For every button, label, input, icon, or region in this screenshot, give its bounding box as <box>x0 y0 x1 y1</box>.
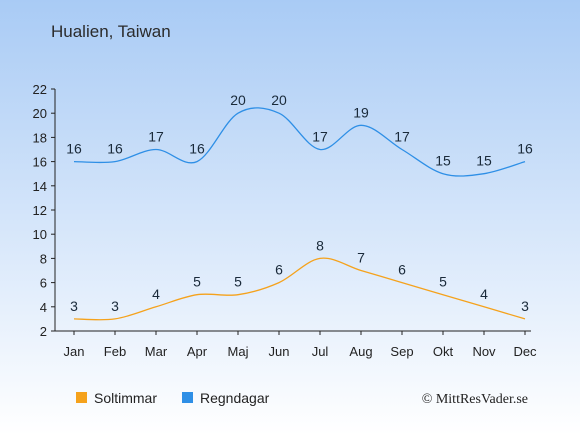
data-label-regndagar: 15 <box>435 153 451 169</box>
y-tick-label: 18 <box>33 130 47 145</box>
x-tick-label: Nov <box>472 344 496 359</box>
credit-text: © MittResVader.se <box>422 392 528 407</box>
y-tick-label: 12 <box>33 203 47 218</box>
data-label-regndagar: 17 <box>394 129 410 145</box>
y-tick-label: 8 <box>40 251 47 266</box>
data-label-soltimmar: 7 <box>357 250 365 266</box>
data-label-soltimmar: 6 <box>398 262 406 278</box>
data-label-soltimmar: 5 <box>439 274 447 290</box>
data-label-soltimmar: 5 <box>193 274 201 290</box>
data-label-regndagar: 17 <box>148 129 164 145</box>
data-label-soltimmar: 8 <box>316 237 324 253</box>
legend: Soltimmar Regndagar <box>76 390 270 406</box>
data-label-regndagar: 20 <box>230 92 246 108</box>
x-tick-label: Jun <box>269 344 290 359</box>
data-label-regndagar: 19 <box>353 104 369 120</box>
x-tick-label: Sep <box>390 344 413 359</box>
x-tick-label: Apr <box>187 344 208 359</box>
x-tick-label: Aug <box>349 344 372 359</box>
data-label-soltimmar: 3 <box>111 298 119 314</box>
series-line-regndagar <box>73 107 526 177</box>
data-label-regndagar: 15 <box>476 153 492 169</box>
data-label-soltimmar: 3 <box>70 298 78 314</box>
series-line-soltimmar <box>73 257 526 321</box>
y-tick-label: 10 <box>33 227 47 242</box>
data-label-regndagar: 16 <box>517 141 533 157</box>
data-label-regndagar: 16 <box>189 141 205 157</box>
legend-label-soltimmar: Soltimmar <box>94 390 157 406</box>
data-label-soltimmar: 3 <box>521 298 529 314</box>
x-tick-label: Jan <box>64 344 85 359</box>
x-tick-label: Feb <box>104 344 126 359</box>
data-label-regndagar: 16 <box>107 141 123 157</box>
x-tick-label: Jul <box>312 344 329 359</box>
x-axis-ticks: Jan Feb Mar Apr Maj Jun Jul Aug Sep Okt Nov Dec <box>64 331 537 359</box>
y-tick-label: 2 <box>40 324 47 339</box>
data-label-soltimmar: 6 <box>275 262 283 278</box>
legend-swatch-regndagar <box>182 392 193 403</box>
y-axis-ticks: 2 4 6 8 10 12 14 16 18 20 22 <box>33 82 55 339</box>
data-label-soltimmar: 5 <box>234 274 242 290</box>
data-label-regndagar: 17 <box>312 129 328 145</box>
x-tick-label: Maj <box>228 344 249 359</box>
y-tick-label: 22 <box>33 82 47 97</box>
y-tick-label: 6 <box>40 276 47 291</box>
x-tick-label: Dec <box>513 344 537 359</box>
data-label-soltimmar: 4 <box>152 286 160 302</box>
y-tick-label: 4 <box>40 300 47 315</box>
data-label-regndagar: 20 <box>271 92 287 108</box>
series-lines <box>73 107 526 321</box>
chart-title: Hualien, Taiwan <box>51 22 171 41</box>
y-tick-label: 16 <box>33 155 47 170</box>
y-tick-label: 14 <box>33 179 47 194</box>
legend-label-regndagar: Regndagar <box>200 390 270 406</box>
data-label-soltimmar: 4 <box>480 286 488 302</box>
data-labels: 3 3 4 5 5 6 8 7 6 5 4 3 16 16 17 16 20 20 17 19 17 15 15 16 <box>66 92 533 314</box>
x-tick-label: Mar <box>145 344 168 359</box>
legend-swatch-soltimmar <box>76 392 87 403</box>
data-label-regndagar: 16 <box>66 141 82 157</box>
y-tick-label: 20 <box>33 106 47 121</box>
x-tick-label: Okt <box>433 344 454 359</box>
